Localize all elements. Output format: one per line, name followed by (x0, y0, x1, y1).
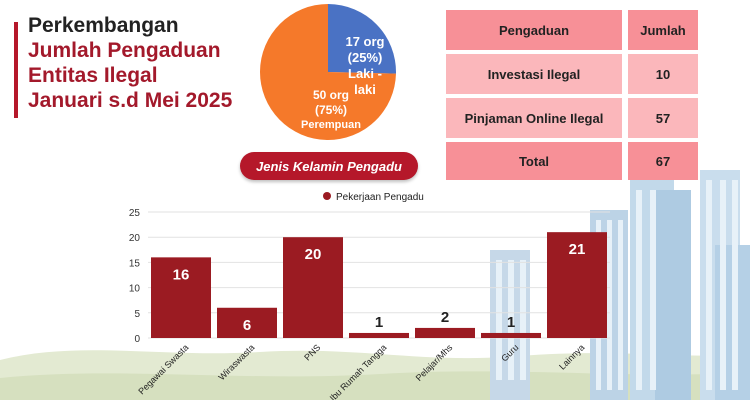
hill-background (0, 350, 750, 400)
bar (547, 232, 607, 338)
legend-marker (323, 192, 331, 200)
x-tick-label: Ibu Rumah Tangga (328, 342, 389, 400)
bar (415, 327, 475, 338)
y-tick-label: 20 (129, 233, 141, 244)
bar-data-label: 1 (375, 314, 383, 331)
table-header-jumlah: Jumlah (628, 10, 698, 50)
gender-pie-chart (260, 4, 396, 140)
bar (283, 237, 343, 338)
gender-chart-label: Jenis Kelamin Pengadu (240, 152, 418, 180)
pie-label-male: 17 org (25%) Laki - laki (340, 34, 390, 98)
bar (349, 332, 409, 338)
title-line-4: Januari s.d Mei 2025 (28, 89, 233, 112)
table-total-label: Total (446, 142, 622, 180)
pie-slice-1 (260, 4, 396, 140)
pie-slice-0 (328, 4, 396, 74)
table-total-value: 67 (628, 142, 698, 180)
x-tick-label: Guru (499, 342, 520, 363)
y-tick-label: 25 (129, 208, 141, 219)
bar (481, 332, 541, 338)
bar-data-label: 1 (507, 314, 515, 331)
title-line-3: Entitas Ilegal (28, 64, 158, 87)
table-row-1-label: Investasi Ilegal (446, 54, 622, 94)
pie-label-female: 50 org (75%) Perempuan (296, 88, 366, 133)
x-tick-label: Wiraswasta (216, 342, 256, 382)
pie-label-male-pct: (25%) (347, 50, 383, 65)
legend-label: Pekerjaan Pengadu (336, 192, 424, 203)
bar-data-label: 2 (441, 309, 449, 326)
bar-data-label: 21 (569, 241, 586, 258)
y-tick-label: 0 (134, 334, 140, 345)
y-tick-label: 15 (129, 258, 141, 269)
table-header-pengaduan: Pengaduan (446, 10, 622, 50)
bar-data-label: 20 (305, 246, 322, 263)
pie-label-male-name: Laki - laki (348, 66, 382, 97)
bar-data-label: 16 (173, 266, 190, 283)
bar-data-label: 6 (243, 317, 251, 334)
pie-label-male-count: 17 org (345, 34, 385, 49)
x-tick-label: Pegawai Swasta (136, 342, 190, 396)
bar (217, 307, 277, 338)
table-row-1-value: 10 (628, 54, 698, 94)
x-tick-label: Pelajar/Mhs (414, 342, 455, 383)
bar (151, 257, 211, 338)
y-tick-label: 10 (129, 284, 141, 295)
x-tick-label: PNS (302, 342, 322, 362)
table-row-2-value: 57 (628, 98, 698, 138)
title-line-1: Perkembangan (28, 14, 179, 37)
occupation-bar-chart: 0 5 10 15 20 25 Pegawai Swasta Wiraswasta PNS Ibu… (129, 192, 610, 400)
y-tick-label: 5 (134, 309, 140, 320)
pie-label-female-pct: (75%) (314, 103, 347, 117)
city-skyline-background (490, 170, 750, 400)
table-row-2-label: Pinjaman Online Ilegal (446, 98, 622, 138)
pie-label-female-name: Perempuan (301, 119, 361, 131)
pie-label-female-count: 50 org (312, 88, 349, 102)
title-accent-bar (14, 22, 18, 118)
title-line-2: Jumlah Pengaduan (28, 39, 221, 62)
x-tick-label: Lainnya (557, 342, 586, 371)
